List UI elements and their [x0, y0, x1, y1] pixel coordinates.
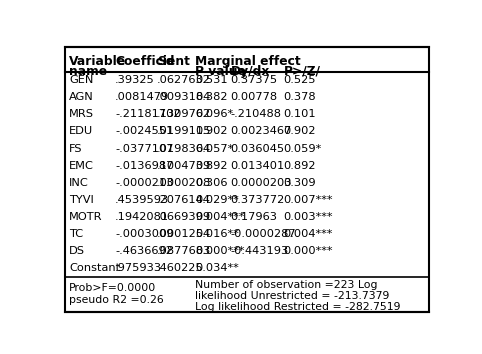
Text: 0.004***: 0.004***: [283, 229, 333, 239]
Text: 0.000***: 0.000***: [195, 246, 245, 256]
Text: INC: INC: [69, 178, 89, 188]
Text: likelihood Unrestricted = -213.7379: likelihood Unrestricted = -213.7379: [195, 291, 389, 301]
Text: -.0003009: -.0003009: [115, 229, 174, 239]
Text: 0.007***: 0.007***: [283, 195, 333, 205]
Text: EMC: EMC: [69, 161, 94, 171]
Text: 0.096*: 0.096*: [195, 109, 233, 119]
Text: 0.892: 0.892: [195, 161, 228, 171]
Text: P value: P value: [195, 65, 246, 78]
Text: Log likelihood Restricted = -282.7519: Log likelihood Restricted = -282.7519: [195, 302, 401, 312]
Text: .0669399: .0669399: [157, 212, 211, 222]
Text: .0199115: .0199115: [157, 126, 211, 137]
Text: -.0136987: -.0136987: [115, 161, 174, 171]
Text: Number of observation =223 Log: Number of observation =223 Log: [195, 280, 378, 290]
Text: TC: TC: [69, 229, 83, 239]
Text: 0.902: 0.902: [283, 126, 316, 137]
Text: TYVI: TYVI: [69, 195, 94, 205]
Text: 0.37375: 0.37375: [230, 75, 278, 85]
Text: 0.306: 0.306: [195, 178, 228, 188]
Text: pseudo R2 =0.26: pseudo R2 =0.26: [69, 295, 164, 305]
Text: .0001254: .0001254: [157, 229, 211, 239]
Text: AGN: AGN: [69, 92, 94, 102]
Text: Variable: Variable: [69, 55, 126, 68]
Text: Constant: Constant: [69, 263, 120, 273]
Text: .0627632: .0627632: [157, 75, 211, 85]
Text: 0.0023467: 0.0023467: [230, 126, 292, 137]
Text: -.0377107: -.0377107: [115, 144, 174, 154]
Text: 0.382: 0.382: [195, 92, 228, 102]
Text: -.4636692: -.4636692: [115, 246, 173, 256]
Text: 0.034**: 0.034**: [195, 263, 239, 273]
Text: name: name: [69, 65, 107, 78]
Text: EDU: EDU: [69, 126, 94, 137]
Text: Marginal effect: Marginal effect: [195, 55, 301, 68]
Text: Sd: Sd: [157, 55, 174, 68]
Text: 0.892: 0.892: [283, 161, 316, 171]
Text: FS: FS: [69, 144, 83, 154]
Text: .0877683: .0877683: [157, 246, 211, 256]
Text: .0198364: .0198364: [157, 144, 211, 154]
Text: 0.373772: 0.373772: [230, 195, 285, 205]
Text: 0.101: 0.101: [283, 109, 316, 119]
Text: 0.016**: 0.016**: [195, 229, 239, 239]
Text: .975933: .975933: [115, 263, 162, 273]
Text: .4539593: .4539593: [115, 195, 169, 205]
Text: -.21181702: -.21181702: [115, 109, 181, 119]
Text: MRS: MRS: [69, 109, 94, 119]
Text: .0081479: .0081479: [115, 92, 169, 102]
Text: 0.036045: 0.036045: [230, 144, 285, 154]
Text: 0.531: 0.531: [195, 75, 228, 85]
Text: .39325: .39325: [115, 75, 155, 85]
Text: 0.902: 0.902: [195, 126, 228, 137]
Text: 0.00778: 0.00778: [230, 92, 278, 102]
Text: .0000208: .0000208: [157, 178, 211, 188]
Text: Coefficient: Coefficient: [115, 55, 190, 68]
Text: -.0000213: -.0000213: [115, 178, 174, 188]
Text: 0.029**: 0.029**: [195, 195, 239, 205]
Text: 0.378: 0.378: [283, 92, 316, 102]
Text: -0.0000287.: -0.0000287.: [230, 229, 300, 239]
Text: 0.003***: 0.003***: [283, 212, 333, 222]
Text: 0.057*: 0.057*: [195, 144, 234, 154]
Text: -.0024551: -.0024551: [115, 126, 174, 137]
Text: MOTR: MOTR: [69, 212, 103, 222]
Text: 0.0000203: 0.0000203: [230, 178, 292, 188]
Text: 0.004***: 0.004***: [195, 212, 245, 222]
Text: GEN: GEN: [69, 75, 94, 85]
Text: P>/Z/: P>/Z/: [283, 65, 321, 78]
Text: 0.059*: 0.059*: [283, 144, 321, 154]
Text: .2076144: .2076144: [157, 195, 211, 205]
Text: 0.17963: 0.17963: [230, 212, 278, 222]
Text: .1004739: .1004739: [157, 161, 211, 171]
Text: 0.000***: 0.000***: [283, 246, 333, 256]
Text: Dy/dx: Dy/dx: [230, 65, 270, 78]
Text: Prob>F=0.0000: Prob>F=0.0000: [69, 283, 157, 293]
Text: 0.525: 0.525: [283, 75, 316, 85]
Text: .0093184: .0093184: [157, 92, 211, 102]
Text: 0.013401: 0.013401: [230, 161, 285, 171]
Text: 0.309: 0.309: [283, 178, 316, 188]
Text: DS: DS: [69, 246, 85, 256]
Text: .1942081: .1942081: [115, 212, 169, 222]
Text: -0.443193: -0.443193: [230, 246, 289, 256]
Text: .460225: .460225: [157, 263, 203, 273]
Text: -.210488: -.210488: [230, 109, 281, 119]
Text: .1309762: .1309762: [157, 109, 211, 119]
